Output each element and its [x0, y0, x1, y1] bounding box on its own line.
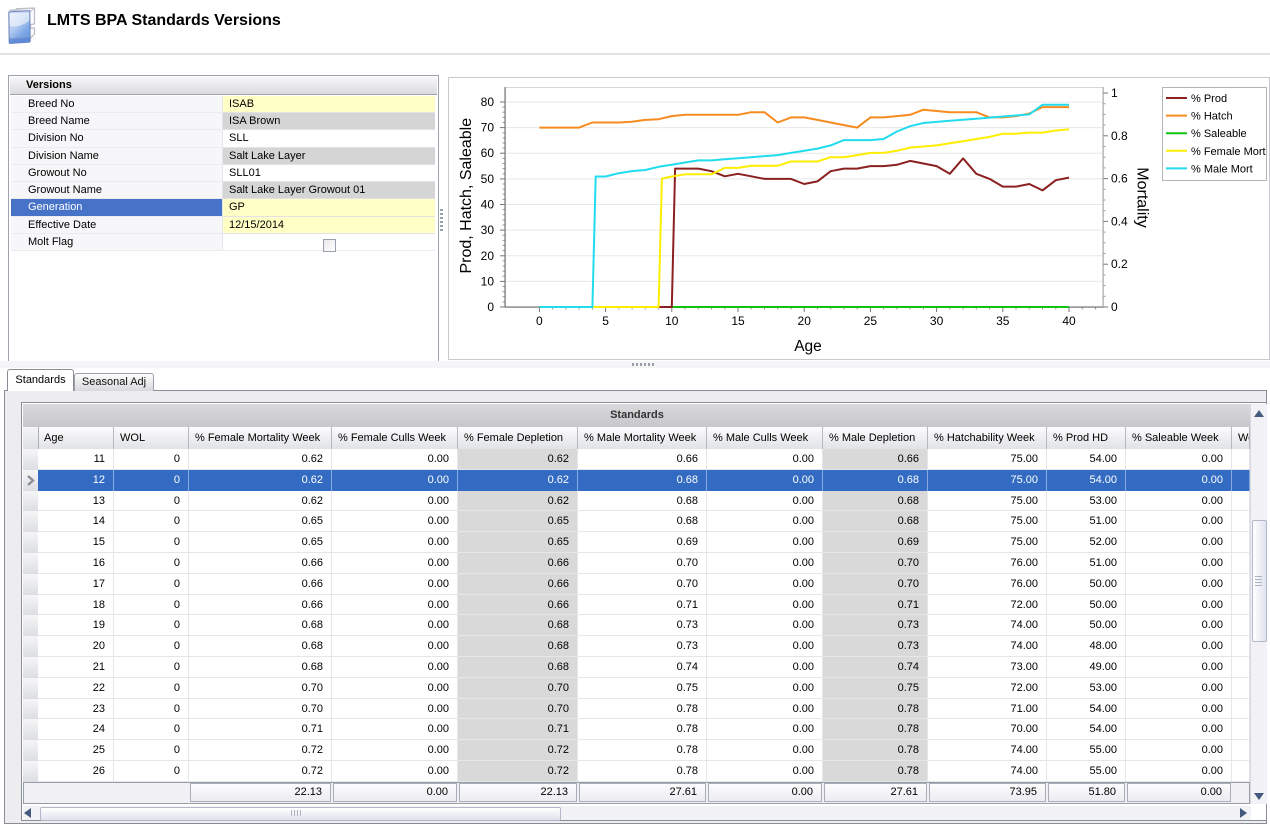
- svg-text:70: 70: [481, 121, 495, 135]
- svg-text:5: 5: [602, 314, 609, 328]
- svg-text:0.4: 0.4: [1111, 214, 1128, 228]
- svg-text:15: 15: [731, 314, 745, 328]
- svg-text:30: 30: [930, 314, 944, 328]
- svg-text:1: 1: [1111, 86, 1118, 100]
- svg-text:% Prod: % Prod: [1191, 93, 1227, 105]
- svg-text:0: 0: [1111, 300, 1118, 314]
- svg-text:0: 0: [487, 300, 494, 314]
- svg-text:80: 80: [481, 95, 495, 109]
- svg-text:10: 10: [481, 274, 495, 288]
- svg-text:Prod, Hatch, Saleable: Prod, Hatch, Saleable: [458, 118, 475, 274]
- svg-text:0: 0: [536, 314, 543, 328]
- svg-text:50: 50: [481, 172, 495, 186]
- svg-text:40: 40: [481, 198, 495, 212]
- svg-text:20: 20: [481, 249, 495, 263]
- svg-text:30: 30: [481, 223, 495, 237]
- svg-text:Mortality: Mortality: [1134, 167, 1151, 227]
- svg-text:% Hatch: % Hatch: [1191, 111, 1233, 123]
- svg-text:Age: Age: [794, 338, 822, 355]
- svg-text:0.2: 0.2: [1111, 257, 1128, 271]
- svg-text:40: 40: [1062, 314, 1076, 328]
- svg-text:% Female Mort: % Female Mort: [1191, 146, 1266, 158]
- svg-text:20: 20: [798, 314, 812, 328]
- svg-text:0.8: 0.8: [1111, 129, 1128, 143]
- svg-text:0.6: 0.6: [1111, 172, 1128, 186]
- svg-text:60: 60: [481, 146, 495, 160]
- svg-text:% Male Mort: % Male Mort: [1191, 163, 1253, 175]
- svg-text:25: 25: [864, 314, 878, 328]
- svg-text:35: 35: [996, 314, 1010, 328]
- svg-text:10: 10: [665, 314, 679, 328]
- svg-text:% Saleable: % Saleable: [1191, 128, 1247, 140]
